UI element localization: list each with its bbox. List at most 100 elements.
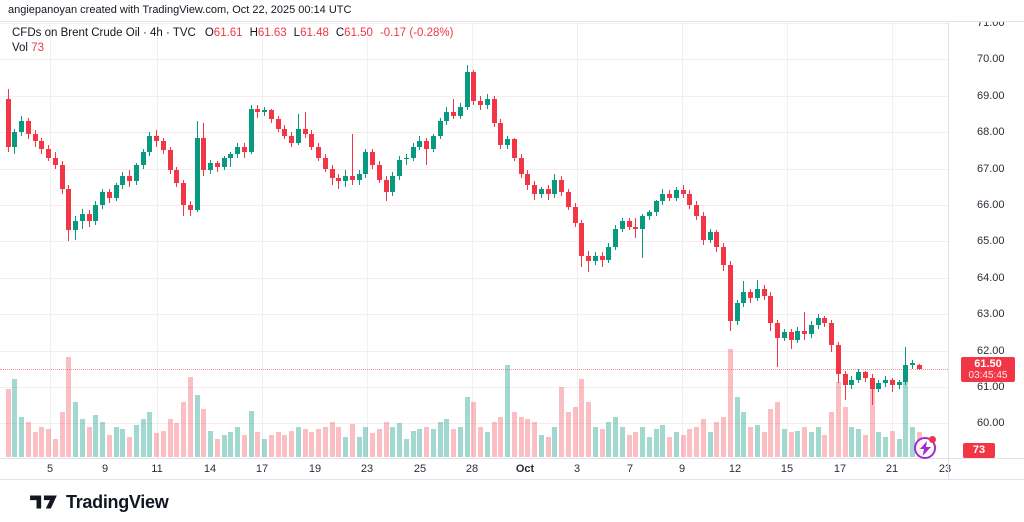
- candle-body: [565, 192, 571, 207]
- volume-bar: [133, 425, 139, 457]
- horizontal-gridline: [0, 241, 948, 243]
- volume-bar: [160, 431, 166, 457]
- candle-body: [228, 154, 234, 158]
- volume-bar: [660, 425, 666, 457]
- volume-bar: [592, 427, 598, 457]
- candle-body: [552, 179, 558, 195]
- last-price-line: [0, 368, 948, 370]
- time-tick-label: 9: [101, 463, 109, 475]
- candle-body: [518, 157, 524, 175]
- time-tick-label: 15: [780, 463, 794, 475]
- volume-bar: [883, 437, 888, 457]
- horizontal-gridline: [0, 314, 948, 316]
- volume-bar: [478, 427, 483, 457]
- horizontal-gridline: [0, 277, 948, 279]
- candle-body: [748, 292, 753, 298]
- vertical-gridline: [682, 22, 683, 458]
- volume-bar: [862, 435, 868, 457]
- vertical-gridline: [892, 22, 893, 458]
- volume-bar: [572, 407, 578, 457]
- price-tick-label: 61.00: [977, 381, 1005, 393]
- volume-bar: [457, 427, 463, 457]
- volume-bar: [120, 429, 126, 457]
- candle-body: [606, 246, 612, 260]
- candle-body: [451, 112, 456, 116]
- candle-body: [849, 379, 855, 386]
- volume-bar: [491, 422, 497, 457]
- candle-body: [775, 323, 780, 338]
- candle-body: [721, 246, 726, 266]
- volume-bar: [781, 429, 787, 457]
- symbol-title[interactable]: CFDs on Brent Crude Oil · 4h · TVC: [12, 27, 196, 39]
- price-tick-label: 63.00: [977, 308, 1005, 321]
- lightning-bolt-icon: [920, 441, 931, 456]
- candle-body: [46, 148, 51, 158]
- candle-body: [619, 221, 625, 229]
- price-axis[interactable]: 61.50 03:45:45 73 71.00 70.00 69.00 68.00 67…: [948, 17, 1024, 458]
- footer-bar: TradingView: [0, 480, 1024, 522]
- candle-body: [572, 206, 578, 224]
- time-tick-label: 7: [626, 463, 634, 475]
- high-value: 61.63: [257, 27, 287, 39]
- candle-body: [707, 232, 713, 240]
- volume-bar: [262, 439, 267, 457]
- symbol-legend[interactable]: CFDs on Brent Crude Oil · 4h · TVC O61.61…: [12, 27, 453, 54]
- candle-body: [410, 146, 416, 158]
- volume-bar: [788, 432, 794, 457]
- volume-bar: [754, 425, 760, 457]
- vertical-gridline: [787, 22, 788, 458]
- volume-bar: [113, 427, 119, 457]
- time-tick-label: 21: [885, 463, 899, 475]
- plot-area[interactable]: CFDs on Brent Crude Oil · 4h · TVC O61.61…: [0, 22, 948, 458]
- legend-line-1: CFDs on Brent Crude Oil · 4h · TVC O61.61…: [12, 27, 453, 39]
- candle-body: [430, 135, 436, 149]
- candle-body: [417, 141, 423, 147]
- candle-body: [700, 215, 706, 240]
- volume-bar: [397, 423, 402, 457]
- candle-body: [633, 226, 639, 229]
- candle-body: [532, 184, 537, 195]
- tradingview-logo[interactable]: TradingView: [28, 490, 169, 514]
- candle-body: [376, 164, 382, 180]
- attribution-bar: angiepanoyan created with TradingView.co…: [0, 0, 1024, 22]
- candle-body: [349, 175, 355, 180]
- instant-trading-icon[interactable]: [914, 436, 936, 459]
- volume-bar: [775, 402, 780, 457]
- volume-bar: [802, 427, 807, 457]
- volume-bar: [640, 427, 645, 457]
- volume-bar: [545, 437, 551, 457]
- volume-bar: [437, 422, 443, 457]
- close-value: 61.50: [344, 27, 373, 39]
- candle-body: [444, 112, 450, 122]
- candle-body: [653, 201, 659, 213]
- candle-body: [754, 288, 760, 298]
- volume-bar: [383, 422, 389, 457]
- time-tick-label: 9: [678, 463, 686, 475]
- volume-bar: [147, 412, 153, 457]
- volume-bar: [538, 435, 544, 457]
- time-axis[interactable]: 5 9 11 14 17 19 23 25 28 Oct 3 7 9 12 15 17 21 23: [0, 458, 1024, 480]
- volume-bar: [694, 427, 699, 457]
- candle-body: [397, 159, 402, 176]
- candle-wick: [871, 374, 873, 406]
- volume-bar: [707, 432, 713, 457]
- time-tick-label: 23: [938, 463, 952, 475]
- time-tick-label: 17: [833, 463, 847, 475]
- volume-bar: [842, 407, 848, 457]
- volume-bar: [12, 379, 18, 457]
- candle-body: [73, 221, 78, 231]
- volume-bar: [322, 427, 328, 457]
- candle-body: [869, 377, 875, 389]
- volume-bar: [46, 429, 51, 457]
- volume-bar: [700, 419, 706, 457]
- candle-body: [727, 265, 733, 322]
- volume-bar: [430, 429, 436, 457]
- volume-bar: [673, 432, 679, 457]
- candle-body: [829, 323, 834, 346]
- vertical-gridline: [472, 22, 473, 458]
- candle-body: [289, 135, 294, 144]
- volume-bar: [680, 435, 686, 457]
- volume-bar: [613, 417, 618, 457]
- candle-body: [680, 190, 686, 195]
- candle-wick: [601, 252, 603, 267]
